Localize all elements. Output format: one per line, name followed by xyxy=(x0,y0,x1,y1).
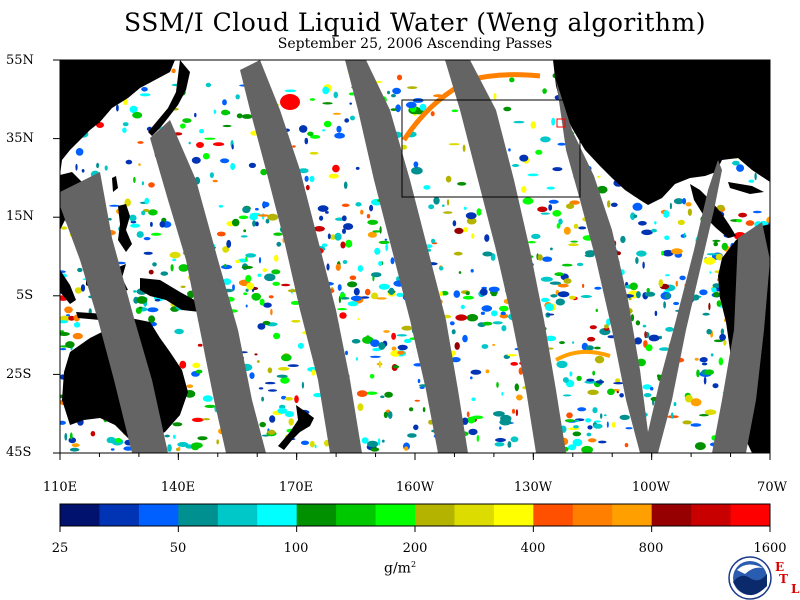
axis-ticks xyxy=(53,59,771,460)
land-japan xyxy=(148,60,190,136)
map-title: SSM/I Cloud Liquid Water (Weng algorithm… xyxy=(124,8,706,37)
colorbar-units: g/m2 xyxy=(384,560,416,577)
etl-letter-t: T xyxy=(779,572,788,586)
land-taiwan xyxy=(112,176,118,192)
lat-label-45s: 45S xyxy=(6,445,32,460)
land-cuba xyxy=(728,182,764,194)
land-asia xyxy=(60,60,175,175)
lon-label-100w: 100W xyxy=(631,480,671,495)
lat-label-25s: 25S xyxy=(6,367,32,382)
colorbar-label-200: 200 xyxy=(402,541,428,556)
colorbar-label-50: 50 xyxy=(169,541,187,556)
etl-letter-l: L xyxy=(791,582,800,596)
swath-7 xyxy=(712,222,770,453)
etl-letter-e: E xyxy=(775,560,785,574)
swath-6 xyxy=(556,80,722,453)
lon-label-170e: 170E xyxy=(278,480,314,495)
no-data-swaths xyxy=(60,60,770,453)
lon-label-130w: 130W xyxy=(513,480,553,495)
lat-label-55n: 55N xyxy=(6,53,34,68)
swath-3 xyxy=(240,60,362,453)
lat-label-15n: 15N xyxy=(6,209,34,224)
land-new-guinea xyxy=(140,278,200,312)
lat-label-35n: 35N xyxy=(6,131,34,146)
colorbar-label-100: 100 xyxy=(283,541,309,556)
land-new-zealand xyxy=(278,405,314,450)
units-text: g/m xyxy=(384,560,411,577)
lon-label-70w: 70W xyxy=(757,480,787,495)
lon-label-110e: 110E xyxy=(42,480,78,495)
land-philippines xyxy=(118,204,132,252)
colorbar-label-25: 25 xyxy=(51,541,69,556)
units-exponent: 2 xyxy=(410,560,417,569)
colorbar-label-1600: 1600 xyxy=(753,541,787,556)
lat-label-5s: 5S xyxy=(16,288,34,303)
colorbar-label-800: 800 xyxy=(638,541,664,556)
etl-logo: E T L xyxy=(775,560,800,600)
land-sumatra xyxy=(60,270,76,304)
lon-label-160w: 160W xyxy=(395,480,435,495)
swath-4 xyxy=(345,60,468,453)
region-box xyxy=(401,99,581,198)
swath-5 xyxy=(445,60,566,453)
colorbar-label-400: 400 xyxy=(520,541,546,556)
region-marker xyxy=(556,118,566,128)
swath-1 xyxy=(60,172,168,453)
lon-label-140e: 140E xyxy=(160,480,196,495)
swath-2 xyxy=(150,120,266,453)
noaa-logo-icon xyxy=(728,556,772,600)
map-subtitle: September 25, 2006 Ascending Passes xyxy=(277,36,553,52)
